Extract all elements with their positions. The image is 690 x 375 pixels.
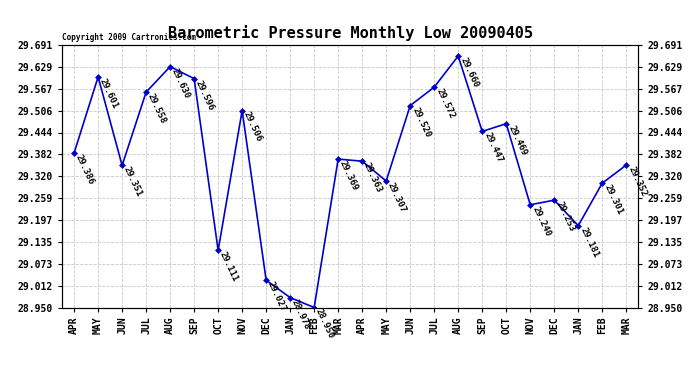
Text: 29.253: 29.253: [554, 200, 576, 233]
Text: 29.601: 29.601: [98, 77, 120, 110]
Text: 29.506: 29.506: [242, 111, 264, 144]
Text: 29.181: 29.181: [578, 226, 600, 259]
Text: 29.660: 29.660: [458, 56, 480, 89]
Text: 29.240: 29.240: [530, 205, 552, 238]
Text: 29.307: 29.307: [386, 181, 408, 214]
Text: 29.572: 29.572: [434, 87, 456, 120]
Text: 29.301: 29.301: [602, 183, 624, 216]
Text: 29.447: 29.447: [482, 131, 504, 165]
Title: Barometric Pressure Monthly Low 20090405: Barometric Pressure Monthly Low 20090405: [168, 25, 533, 41]
Text: 29.352: 29.352: [627, 165, 648, 198]
Text: 29.630: 29.630: [170, 67, 192, 100]
Text: 29.369: 29.369: [338, 159, 360, 192]
Text: 29.111: 29.111: [218, 251, 240, 284]
Text: 29.351: 29.351: [122, 165, 144, 198]
Text: 28.950: 28.950: [314, 308, 336, 340]
Text: 29.386: 29.386: [74, 153, 96, 186]
Text: 29.027: 29.027: [266, 280, 288, 313]
Text: 29.363: 29.363: [362, 161, 384, 194]
Text: 29.520: 29.520: [410, 106, 432, 139]
Text: Copyright 2009 Cartronics.com: Copyright 2009 Cartronics.com: [62, 33, 196, 42]
Text: 29.558: 29.558: [146, 92, 168, 125]
Text: 28.978: 28.978: [290, 298, 312, 331]
Text: 29.596: 29.596: [194, 79, 216, 112]
Text: 29.469: 29.469: [506, 124, 528, 157]
